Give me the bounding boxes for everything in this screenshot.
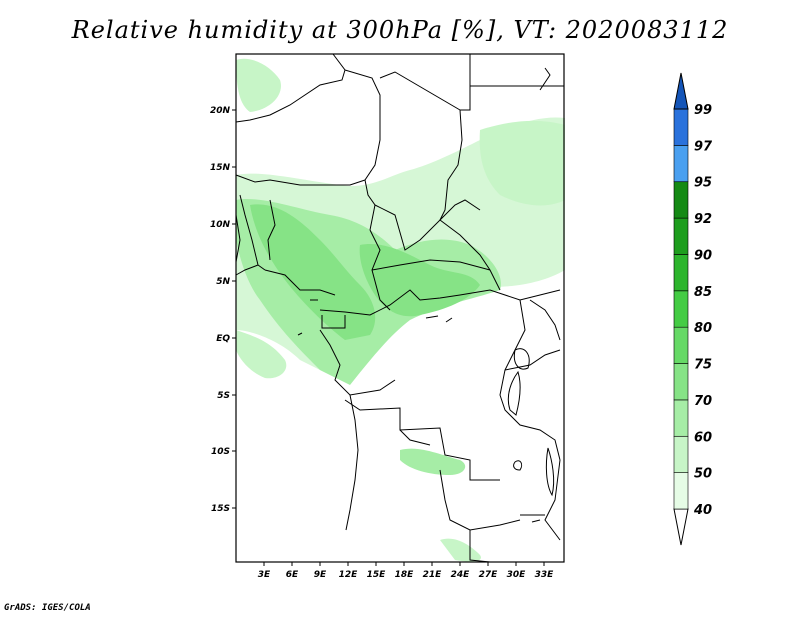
colorbar: 40 50 60 70 75 80 85 90 92 95 97 99 <box>673 72 713 546</box>
lon-label: 33E <box>535 570 555 580</box>
country-borders <box>235 53 564 563</box>
colorbar-label: 60 <box>694 430 712 445</box>
lakes <box>297 299 555 523</box>
map-frame <box>235 53 565 563</box>
lon-labels: 3E 6E 9E 12E 15E 18E 21E 24E 27E 30E 33E <box>258 570 554 580</box>
colorbar-segment <box>673 254 689 292</box>
colorbar-segment <box>673 326 689 364</box>
colorbar-label: 80 <box>694 321 712 336</box>
colorbar-label: 97 <box>694 139 713 154</box>
colorbar-segment <box>673 145 689 183</box>
colorbar-label: 92 <box>694 212 712 227</box>
colorbar-segment <box>673 181 689 219</box>
colorbar-segment <box>673 363 689 401</box>
colorbar-segment <box>673 472 689 510</box>
colorbar-label: 95 <box>694 176 712 191</box>
lon-label: 24E <box>451 570 471 580</box>
colorbar-segment <box>673 399 689 437</box>
chart-title: Relative humidity at 300hPa [%], VT: 202… <box>71 16 729 44</box>
lat-label: 20N <box>210 106 231 116</box>
colorbar-label: 40 <box>693 503 712 518</box>
colorbar-label: 75 <box>694 358 712 373</box>
lon-label: 21E <box>423 570 443 580</box>
lon-label: 18E <box>395 570 415 580</box>
lon-label: 27E <box>479 570 499 580</box>
colorbar-label: 70 <box>694 394 712 409</box>
colorbar-segment <box>673 290 689 328</box>
colorbar-bottom-triangle <box>673 508 689 546</box>
colorbar-label: 50 <box>694 467 712 482</box>
credit-text: GrADS: IGES/COLA <box>4 603 91 613</box>
lat-labels: 20N 15N 10N 5N EQ 5S 10S 15S <box>210 106 231 514</box>
lat-label: 5S <box>217 391 230 401</box>
lat-label: 10S <box>211 447 230 457</box>
lon-label: 15E <box>367 570 387 580</box>
colorbar-segment <box>673 108 689 146</box>
colorbar-label: 85 <box>694 285 712 300</box>
colorbar-label: 90 <box>694 248 712 263</box>
colorbar-segment <box>673 217 689 255</box>
colorbar-label: 99 <box>694 103 712 118</box>
lat-label: 15S <box>211 504 230 514</box>
lon-label: 12E <box>339 570 359 580</box>
lat-label: 10N <box>210 220 231 230</box>
lat-label: EQ <box>216 334 230 344</box>
lat-label: 5N <box>216 277 230 287</box>
lon-label: 9E <box>314 570 327 580</box>
lon-label: 30E <box>507 570 527 580</box>
humidity-shading <box>236 58 565 562</box>
lon-label: 6E <box>286 570 299 580</box>
lon-label: 3E <box>258 570 271 580</box>
lon-ticks <box>263 562 545 566</box>
colorbar-segment <box>673 435 689 473</box>
colorbar-top-triangle <box>673 72 689 110</box>
lat-label: 15N <box>210 163 231 173</box>
lat-ticks <box>232 109 236 509</box>
